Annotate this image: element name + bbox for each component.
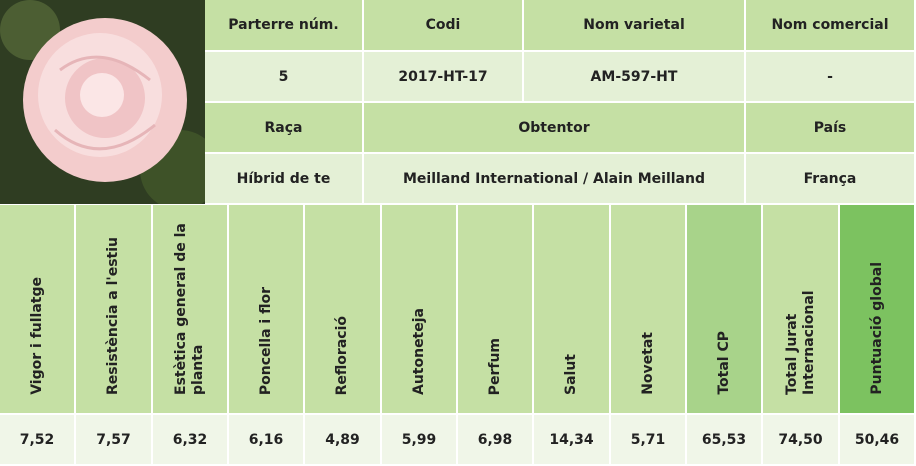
cell-text: Meilland International / Alain Meilland — [403, 170, 705, 187]
cell-text: 5,71 — [630, 431, 666, 448]
table-cell: País — [746, 103, 916, 154]
cell-text: 4,89 — [325, 431, 360, 448]
cell-text: Vigor i fullatge — [28, 277, 45, 395]
cell-text: 65,53 — [701, 431, 747, 448]
table-cell: Nom comercial — [746, 0, 916, 52]
cell-text: 6,16 — [248, 431, 284, 448]
cell-text: Puntuació global — [868, 262, 885, 395]
table-cell: 6,32 — [153, 415, 229, 466]
table-cell: Parterre núm. — [205, 0, 364, 52]
table-cell: 5 — [205, 52, 364, 103]
cell-text: 14,34 — [549, 431, 594, 448]
table-cell: 14,34 — [534, 415, 611, 466]
table-cell: AM-597-HT — [524, 52, 746, 103]
column-header: Puntuació global — [840, 205, 916, 415]
cell-text: Nom comercial — [771, 17, 889, 33]
table-cell: 6,98 — [458, 415, 534, 466]
cell-text: Autoneteja — [410, 307, 427, 395]
table-cell: 7,52 — [0, 415, 76, 466]
cell-text: Refloració — [334, 315, 350, 395]
cell-text: Novetat — [639, 332, 656, 395]
table-cell: 4,89 — [305, 415, 382, 466]
column-header: Total CP — [687, 205, 763, 415]
column-header: Novetat — [611, 205, 687, 415]
cell-text: Nom varietal — [583, 17, 685, 33]
table-cell: Obtentor — [364, 103, 746, 154]
table-cell: - — [746, 52, 916, 103]
cell-text: 74,50 — [778, 431, 823, 448]
cell-text: 50,46 — [854, 431, 900, 448]
cell-text: Parterre núm. — [228, 17, 339, 33]
column-header: Autoneteja — [382, 205, 458, 415]
column-header: Refloració — [305, 205, 382, 415]
cell-text: 7,52 — [19, 431, 55, 448]
table-cell: 6,16 — [229, 415, 305, 466]
column-header: Poncella i flor — [229, 205, 305, 415]
column-header: Resistència a l'estiu — [76, 205, 153, 415]
cell-text: AM-597-HT — [590, 68, 678, 85]
cell-text: País — [813, 119, 847, 136]
cell-text: 6,32 — [172, 431, 208, 448]
cell-text: 7,57 — [96, 431, 131, 448]
cell-text: 5 — [278, 68, 289, 85]
table-cell: 5,99 — [382, 415, 458, 466]
cell-text: Raça — [264, 119, 303, 136]
table-cell: 74,50 — [763, 415, 840, 466]
column-header: Vigor i fullatge — [0, 205, 76, 415]
table-cell: Raça — [205, 103, 364, 154]
column-header: Total Jurat Internacional — [763, 205, 840, 415]
column-header: Perfum — [458, 205, 534, 415]
cell-text: Híbrid de te — [236, 170, 331, 187]
column-header: Estètica general de la planta — [153, 205, 229, 415]
table-cell: 2017-HT-17 — [364, 52, 524, 103]
cell-text: Resistència a l'estiu — [105, 236, 121, 395]
table-cell: Híbrid de te — [205, 154, 364, 205]
table-cell: Codi — [364, 0, 524, 52]
cell-text: Perfum — [486, 337, 503, 395]
column-header: Salut — [534, 205, 611, 415]
cell-text: Obtentor — [518, 119, 590, 136]
cell-text: Codi — [425, 17, 461, 33]
table-cell: 7,57 — [76, 415, 153, 466]
cell-text: França — [803, 170, 857, 187]
cell-text: 6,98 — [477, 431, 513, 448]
cell-text: Poncella i flor — [257, 286, 274, 395]
cell-text: 2017-HT-17 — [398, 68, 488, 85]
cell-text: Total CP — [715, 331, 732, 395]
table-cell: França — [746, 154, 916, 205]
table-cell: 65,53 — [687, 415, 763, 466]
table-cell: Nom varietal — [524, 0, 746, 52]
cell-text: Total Jurat Internacional — [783, 290, 817, 395]
cell-text: - — [827, 68, 833, 85]
table-cell: 5,71 — [611, 415, 687, 466]
cell-text: 5,99 — [401, 431, 437, 448]
cell-text: Estètica general de la planta — [173, 223, 206, 395]
table-cell: 50,46 — [840, 415, 916, 466]
table-cell: Meilland International / Alain Meilland — [364, 154, 746, 205]
cell-text: Salut — [563, 354, 579, 395]
rose-photo — [0, 0, 205, 204]
